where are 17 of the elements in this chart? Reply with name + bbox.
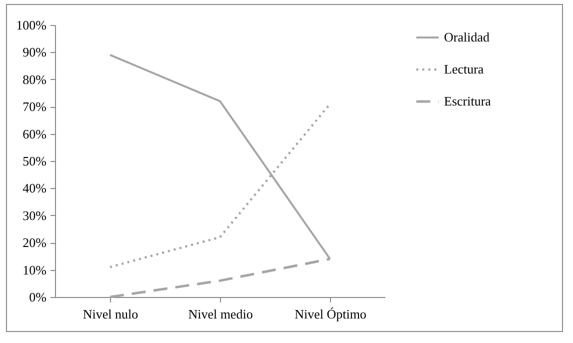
y-tick-label: 30%: [22, 208, 47, 223]
y-tick-label: 0%: [29, 290, 47, 304]
y-tick-label: 70%: [22, 99, 47, 114]
y-tick-label: 40%: [22, 180, 47, 196]
legend-label: Lectura: [444, 62, 484, 76]
x-tick-label: Nivel medio: [188, 306, 253, 322]
legend-label: Escritura: [444, 94, 492, 108]
y-tick-label: 100%: [16, 18, 47, 32]
x-tick-label: Nivel nulo: [82, 306, 138, 322]
y-tick-label: 10%: [22, 262, 47, 278]
y-tick-label: 90%: [22, 44, 47, 60]
y-tick-label: 50%: [22, 154, 47, 168]
legend-label: Oralidad: [444, 30, 490, 44]
y-tick-label: 60%: [22, 126, 47, 142]
y-tick-label: 20%: [22, 235, 47, 250]
x-tick-label: Nivel Óptimo: [294, 306, 366, 322]
y-tick-label: 80%: [22, 72, 47, 87]
